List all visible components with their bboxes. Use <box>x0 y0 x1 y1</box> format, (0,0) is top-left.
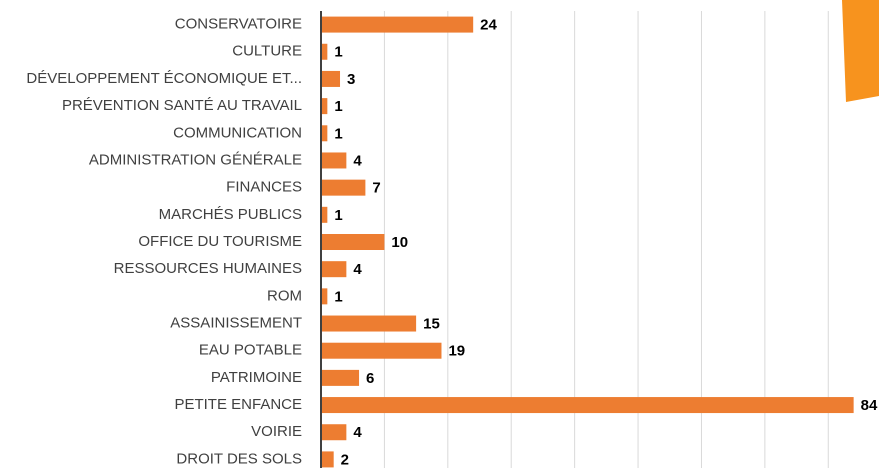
bar <box>321 315 417 332</box>
bar <box>321 234 385 250</box>
bar <box>321 288 328 305</box>
y-tick-label: MARCHÉS PUBLICS <box>159 206 302 223</box>
bar <box>321 369 360 386</box>
data-label: 1 <box>334 98 342 115</box>
y-tick-label: PETITE ENFANCE <box>174 396 302 413</box>
y-tick-label: COMMUNICATION <box>173 124 302 141</box>
y-tick-label: PATRIMOINE <box>211 369 302 386</box>
bar <box>321 70 341 87</box>
bar <box>321 206 328 223</box>
data-label: 1 <box>334 44 342 61</box>
data-label: 1 <box>334 125 342 142</box>
y-tick-label: DROIT DES SOLS <box>176 450 302 467</box>
data-label: 3 <box>347 71 355 88</box>
y-tick-label: CULTURE <box>232 43 302 60</box>
y-tick-label: PRÉVENTION SANTÉ AU TRAVAIL <box>62 97 302 114</box>
y-tick-label: ASSAINISSEMENT <box>170 314 302 331</box>
bar <box>321 43 328 60</box>
bar <box>321 16 474 33</box>
data-label: 84 <box>861 397 878 414</box>
data-label: 7 <box>372 180 380 197</box>
y-tick-label: ROM <box>267 287 302 304</box>
bar <box>321 179 366 196</box>
data-label: 19 <box>448 343 465 360</box>
y-tick-label: OFFICE DU TOURISME <box>138 233 302 250</box>
y-tick-label: FINANCES <box>226 179 302 196</box>
y-tick-label: EAU POTABLE <box>199 342 302 359</box>
callout <box>842 0 879 102</box>
y-tick-label: ADMINISTRATION GÉNÉRALE <box>89 151 302 168</box>
data-label: 24 <box>480 17 497 34</box>
bar <box>321 261 347 278</box>
bar <box>321 98 328 115</box>
data-label: 2 <box>341 451 349 468</box>
data-label: 4 <box>353 424 362 441</box>
data-label: 6 <box>366 370 374 387</box>
bar <box>321 397 854 414</box>
data-label: 1 <box>334 207 342 224</box>
data-label: 15 <box>423 315 440 332</box>
bar <box>321 152 347 169</box>
data-label: 4 <box>353 261 362 278</box>
data-label: 4 <box>353 152 362 169</box>
y-tick-label: VOIRIE <box>251 423 302 440</box>
bar <box>321 342 442 359</box>
y-tick-label: CONSERVATOIRE <box>175 16 302 33</box>
bar <box>321 451 334 468</box>
data-label: 1 <box>334 288 342 305</box>
y-tick-label: RESSOURCES HUMAINES <box>114 260 302 277</box>
bar <box>321 125 328 142</box>
data-label: 10 <box>391 234 408 251</box>
y-tick-label: DÉVELOPPEMENT ÉCONOMIQUE ET... <box>26 70 302 87</box>
bar <box>321 424 347 441</box>
